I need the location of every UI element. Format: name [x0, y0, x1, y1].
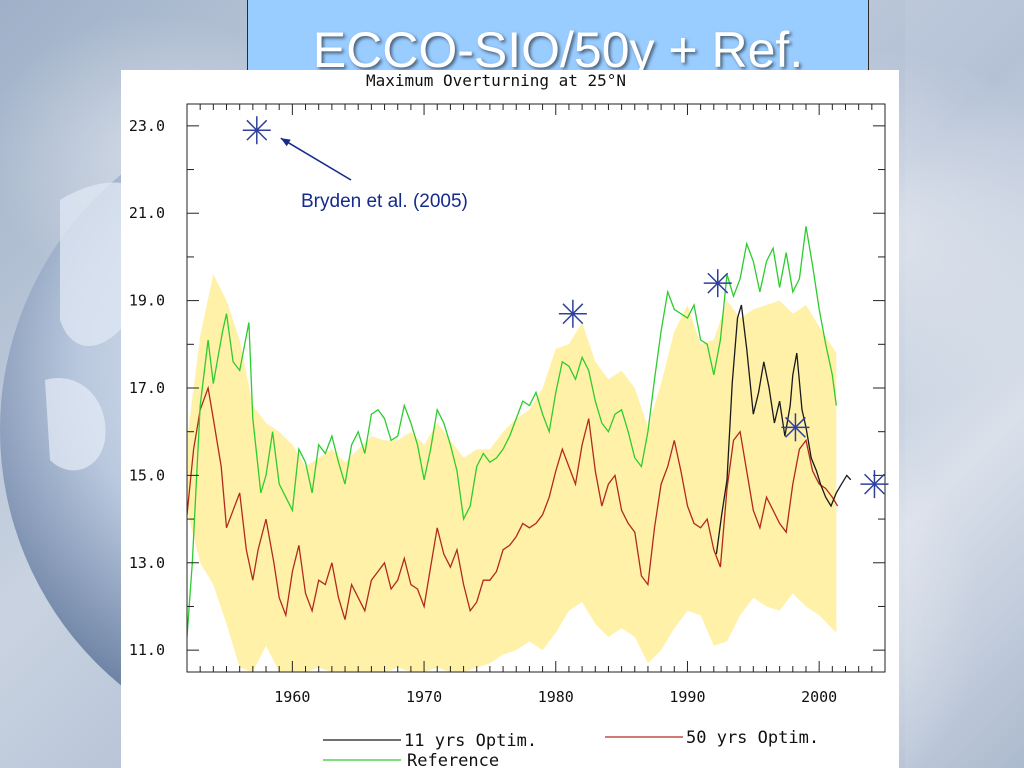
annotation-arrow — [280, 137, 352, 181]
legend-label-opt11: 11 yrs Optim. — [404, 731, 537, 751]
legend-label-opt50: 50 yrs Optim. — [686, 728, 819, 748]
x-tick-label: 1990 — [669, 688, 705, 706]
series-line-ref — [187, 226, 837, 638]
chart: Maximum Overturning at 25°N 1960 1970 1980 1… — [129, 71, 889, 768]
bryden-marker — [242, 116, 271, 145]
x-tick-label: 1960 — [274, 688, 310, 706]
y-tick-label: 17.0 — [129, 379, 165, 397]
series-line-opt11 — [715, 304, 852, 555]
y-tick-label: 21.0 — [129, 204, 165, 222]
y-tick-label: 19.0 — [129, 292, 165, 310]
bryden-marker — [860, 470, 889, 499]
uncertainty-band — [187, 274, 837, 672]
legend-label-ref: Reference — [407, 751, 499, 768]
bryden-marker — [558, 299, 587, 328]
bryden-marker — [703, 269, 732, 298]
annotation-label: Bryden et al. (2005) — [301, 191, 468, 212]
slide-title: ECCO-SIO/50y + Ref. — [312, 22, 804, 78]
x-tick-label: 1980 — [538, 688, 574, 706]
plot-panel: Maximum Overturning at 25°N 1960 1970 1980 1… — [121, 70, 899, 768]
y-tick-label: 15.0 — [129, 466, 165, 484]
chart-title: Maximum Overturning at 25°N — [366, 71, 626, 90]
y-tick-label: 13.0 — [129, 554, 165, 572]
x-tick-label: 1970 — [406, 688, 442, 706]
bryden-marker — [781, 413, 810, 442]
annotation-arrowhead — [280, 138, 291, 147]
x-tick-label: 2000 — [801, 688, 837, 706]
series-line-opt50 — [187, 385, 839, 620]
y-tick-label: 11.0 — [129, 641, 165, 659]
y-tick-label: 23.0 — [129, 117, 165, 135]
